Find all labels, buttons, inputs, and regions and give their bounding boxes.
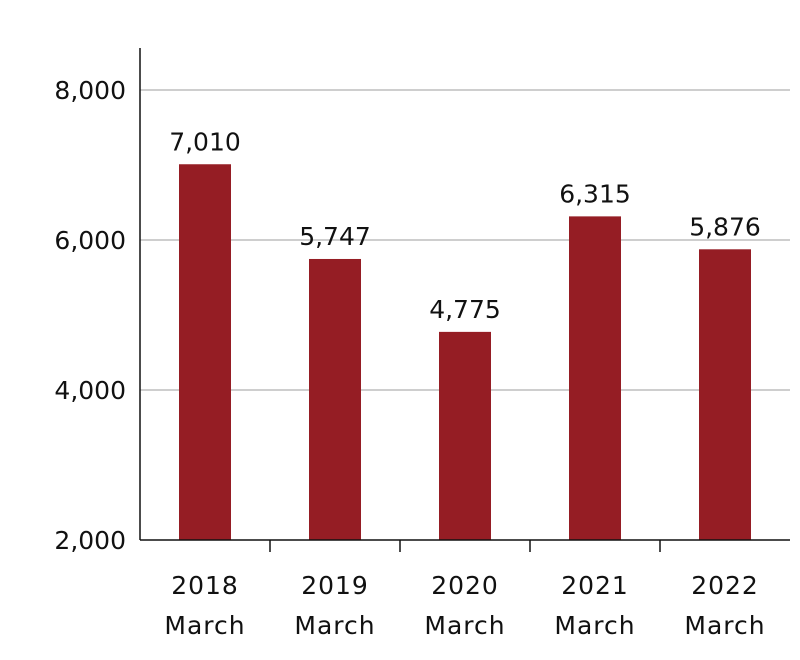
y-tick-label-4000: 4,000 [54,376,126,405]
bar-2020 [439,331,491,540]
data-label-2021: 6,315 [559,179,631,208]
bar-2018 [179,164,231,540]
x-tick-label-month-2019: March [294,611,375,640]
bar-2019 [309,258,361,540]
data-label-2018: 7,010 [169,127,241,156]
x-tick-label-year-2018: 2018 [171,571,239,600]
bar-2021 [569,216,621,540]
data-label-2020: 4,775 [429,295,501,324]
axes [139,48,790,552]
x-tick-label-year-2021: 2021 [561,571,629,600]
bar-2022 [699,249,751,541]
labels: 2,000 4,000 6,000 8,000 7,010 2018 March 5,747 2… [54,76,765,640]
y-tick-label-2000: 2,000 [54,526,126,555]
x-tick-label-year-2022: 2022 [691,571,759,600]
y-tick-label-6000: 6,000 [54,226,126,255]
x-tick-label-year-2019: 2019 [301,571,369,600]
x-tick-label-month-2022: March [684,611,765,640]
data-label-2019: 5,747 [299,222,371,251]
data-label-2022: 5,876 [689,212,761,241]
bars [179,164,751,541]
x-tick-label-year-2020: 2020 [431,571,499,600]
y-tick-label-8000: 8,000 [54,76,126,105]
x-tick-label-month-2018: March [164,611,245,640]
x-tick-label-month-2021: March [554,611,635,640]
x-tick-label-month-2020: March [424,611,505,640]
